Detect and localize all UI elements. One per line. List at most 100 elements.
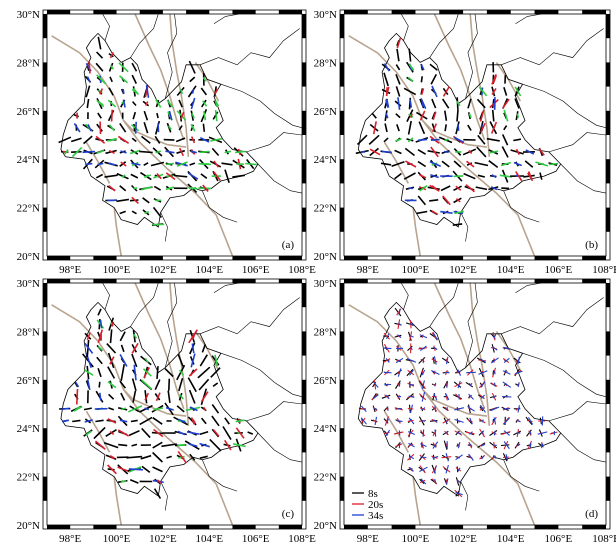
anisotropy-bar xyxy=(175,137,186,143)
anisotropy-bar xyxy=(94,440,106,450)
x-tick-label: 98°E xyxy=(59,533,81,545)
anisotropy-bar xyxy=(537,431,548,435)
anisotropy-bar xyxy=(513,161,522,167)
anisotropy-bar xyxy=(245,162,257,166)
anisotropy-bar xyxy=(408,428,412,438)
anisotropy-bar xyxy=(386,394,390,399)
anisotropy-bar xyxy=(503,441,510,450)
anisotropy-bar xyxy=(106,343,117,354)
frame-segment xyxy=(93,279,117,283)
anisotropy-bar xyxy=(409,334,414,338)
border-line xyxy=(501,297,604,335)
anisotropy-bar xyxy=(191,186,197,190)
anisotropy-bar xyxy=(132,390,137,403)
anisotropy-bar xyxy=(167,125,172,130)
anisotropy-bar xyxy=(150,161,165,167)
province-boundary xyxy=(357,32,562,228)
map-frame-outer xyxy=(339,9,611,261)
frame-segment xyxy=(606,379,610,404)
anisotropy-bar xyxy=(478,418,486,424)
anisotropy-bar xyxy=(397,334,402,338)
anisotropy-bar xyxy=(490,186,498,191)
anisotropy-bar xyxy=(85,430,93,436)
frame-segment xyxy=(439,525,464,529)
border-line xyxy=(130,14,159,58)
anisotropy-bar xyxy=(386,406,389,411)
map-frame-outer xyxy=(339,278,611,530)
anisotropy-bar xyxy=(107,366,116,379)
fault-line xyxy=(422,119,488,148)
anisotropy-bar xyxy=(434,405,437,412)
frame-segment xyxy=(139,10,163,14)
border-line xyxy=(220,83,302,128)
anisotropy-bar xyxy=(441,160,450,168)
anisotropy-bar xyxy=(541,443,544,447)
y-tick-label: 28°N xyxy=(314,57,337,69)
anisotropy-bar xyxy=(431,358,438,363)
anisotropy-bar xyxy=(391,161,405,168)
anisotropy-bar xyxy=(419,479,426,484)
anisotropy-bar xyxy=(202,100,208,107)
y-tick-label: 20°N xyxy=(314,520,337,532)
fault-line xyxy=(433,283,486,410)
anisotropy-bar xyxy=(132,87,139,95)
anisotropy-bar xyxy=(528,417,534,425)
border-line xyxy=(246,401,302,422)
anisotropy-bar xyxy=(419,466,428,472)
anisotropy-bar xyxy=(93,426,106,440)
anisotropy-bar xyxy=(372,419,378,423)
anisotropy-bar xyxy=(119,185,127,192)
anisotropy-bar xyxy=(119,210,126,215)
anisotropy-bar xyxy=(188,60,196,74)
anisotropy-bar xyxy=(452,223,463,226)
anisotropy-bar xyxy=(119,419,128,423)
y-tick-label: 24°N xyxy=(314,423,337,435)
anisotropy-bar xyxy=(372,381,379,388)
frame-segment xyxy=(186,256,210,260)
anisotropy-bar xyxy=(468,394,473,399)
anisotropy-bar xyxy=(457,380,461,389)
anisotropy-bar xyxy=(83,407,92,411)
anisotropy-bar xyxy=(491,392,497,401)
anisotropy-bar xyxy=(474,161,489,167)
anisotropy-bar xyxy=(117,135,130,144)
anisotropy-bar xyxy=(199,455,208,459)
border-line xyxy=(460,212,469,242)
anisotropy-bar xyxy=(235,419,245,423)
anisotropy-bar xyxy=(443,440,448,450)
frame-segment xyxy=(43,428,47,453)
anisotropy-bar xyxy=(395,443,403,448)
border-line xyxy=(202,190,238,223)
frame-segment xyxy=(340,207,344,232)
border-line xyxy=(160,212,168,242)
anisotropy-bar xyxy=(430,146,439,158)
fault-line xyxy=(422,388,488,417)
anisotropy-bar xyxy=(139,150,153,154)
frame-segment xyxy=(582,279,606,283)
anisotropy-bar xyxy=(396,37,402,49)
anisotropy-bar xyxy=(407,345,413,352)
anisotropy-bar xyxy=(524,160,534,168)
frame-segment xyxy=(232,525,256,529)
anisotropy-bar xyxy=(121,174,126,178)
anisotropy-bar xyxy=(433,356,437,365)
anisotropy-bar xyxy=(454,136,465,144)
anisotropy-bar xyxy=(141,427,151,439)
anisotropy-bar xyxy=(503,440,509,450)
anisotropy-bar xyxy=(478,370,488,375)
anisotropy-bar xyxy=(85,162,93,166)
anisotropy-bar xyxy=(373,379,377,390)
anisotropy-bar xyxy=(526,419,533,423)
anisotropy-bar xyxy=(525,149,535,155)
anisotropy-bar xyxy=(431,98,437,109)
anisotropy-bar xyxy=(430,443,437,447)
anisotropy-bar xyxy=(478,367,484,378)
legend-label: 34s xyxy=(368,510,383,522)
anisotropy-bar xyxy=(202,406,207,411)
border-line xyxy=(501,28,604,66)
anisotropy-bar xyxy=(155,150,162,154)
anisotropy-bar xyxy=(109,76,113,83)
anisotropy-bar xyxy=(478,86,488,97)
anisotropy-bar xyxy=(126,455,143,459)
anisotropy-bar xyxy=(502,370,511,375)
